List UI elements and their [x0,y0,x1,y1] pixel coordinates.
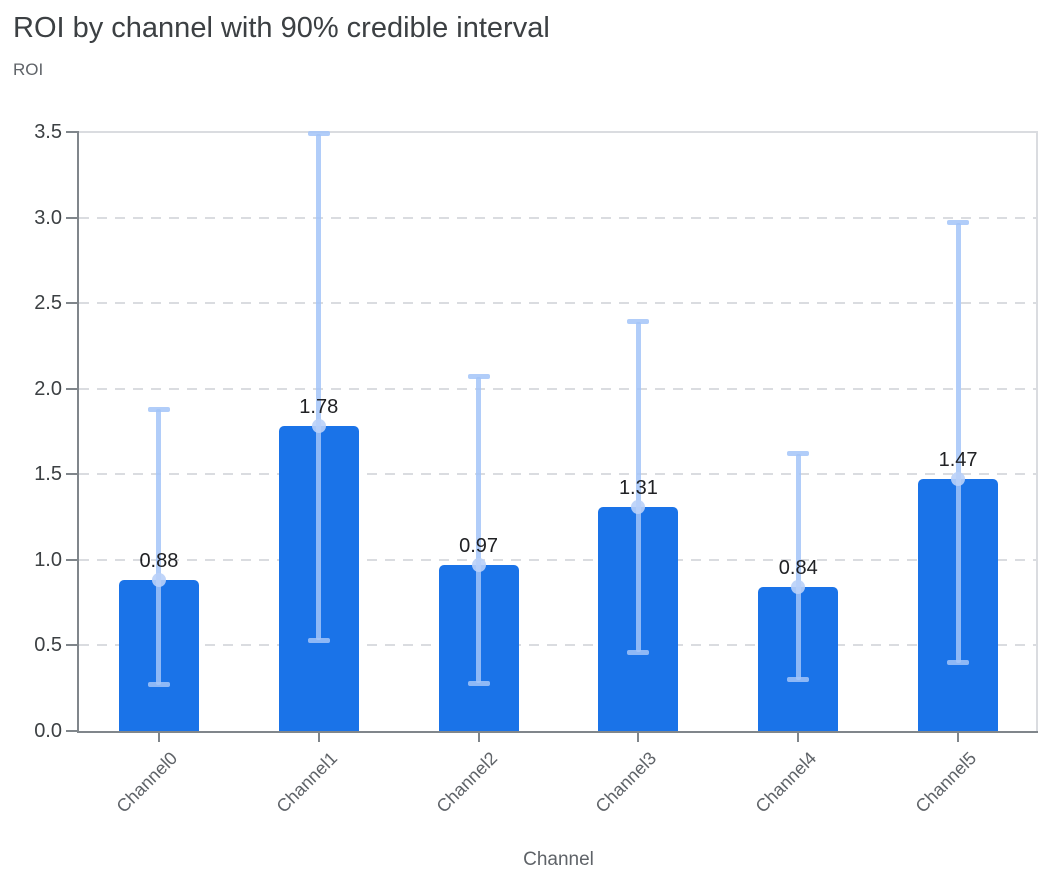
gridline [79,644,1038,647]
credible-interval-line [316,133,322,641]
credible-interval-cap-top [467,374,490,380]
mean-marker-dot [791,580,806,595]
y-tick-label: 1.5 [34,463,62,486]
gridline [79,473,1038,476]
credible-interval-line [635,321,641,653]
bar-value-label: 1.47 [938,449,978,472]
credible-interval-line [156,409,162,685]
mean-marker-dot [631,499,646,514]
x-tick-label: Channel4 [751,748,821,817]
x-axis-tick [957,733,960,742]
gridline [79,302,1038,305]
plot-border-right [1036,132,1038,731]
y-tick-label: 3.0 [34,206,62,229]
credible-interval-cap-top [307,131,330,137]
y-axis-tick [66,131,79,133]
mean-marker-dot [151,573,166,588]
bar-value-label: 0.84 [778,557,818,580]
x-tick-label: Channel0 [112,748,182,817]
credible-interval-line [955,222,961,663]
chart-title: ROI by channel with 90% credible interva… [13,12,550,44]
credible-interval-cap-top [627,319,650,325]
credible-interval-cap-bottom [627,649,650,655]
gridline [79,558,1038,561]
bar-value-label: 0.97 [459,534,499,557]
y-axis-tick [66,730,79,732]
x-axis-tick [477,733,480,742]
credible-interval-cap-bottom [147,682,170,688]
y-tick-label: 1.0 [34,548,62,571]
mean-marker-dot [311,419,326,434]
credible-interval-cap-bottom [467,680,490,686]
x-axis-tick [157,733,160,742]
y-axis-line [77,132,79,733]
credible-interval-line [476,376,482,684]
bar-value-label: 1.78 [299,396,339,419]
y-tick-label: 2.0 [34,377,62,400]
gridline [79,131,1038,133]
x-tick-label: Channel1 [272,748,341,817]
gridline [79,216,1038,219]
mean-marker-dot [471,557,486,572]
credible-interval-cap-top [787,451,810,457]
y-tick-label: 2.5 [34,292,62,315]
x-axis-line [77,731,1038,733]
y-axis-tick [66,302,79,305]
x-tick-label: Channel2 [432,748,501,817]
y-tick-label: 3.5 [34,121,62,143]
gridline [79,387,1038,390]
x-axis-tick [637,733,640,742]
y-axis-tick [66,387,79,390]
x-tick-label: Channel3 [591,748,661,817]
x-tick-label: Channel5 [911,748,981,817]
credible-interval-cap-bottom [947,660,970,666]
credible-interval-cap-top [947,220,970,226]
x-axis-title: Channel [523,849,594,870]
y-axis-tick [66,473,79,476]
credible-interval-cap-bottom [307,637,330,643]
x-axis-tick [797,733,800,742]
y-axis-tick [66,216,79,219]
y-axis-tick [66,558,79,561]
mean-marker-dot [951,472,966,487]
y-axis-tick [66,644,79,647]
bar-value-label: 1.31 [618,476,658,499]
credible-interval-cap-bottom [787,677,810,683]
credible-interval-line [795,453,801,680]
y-tick-label: 0.0 [34,720,62,742]
y-axis-title: ROI [13,60,44,79]
x-axis-tick [317,733,320,742]
y-tick-label: 0.5 [34,634,62,657]
credible-interval-cap-top [147,406,170,412]
bar-value-label: 0.88 [139,550,179,573]
